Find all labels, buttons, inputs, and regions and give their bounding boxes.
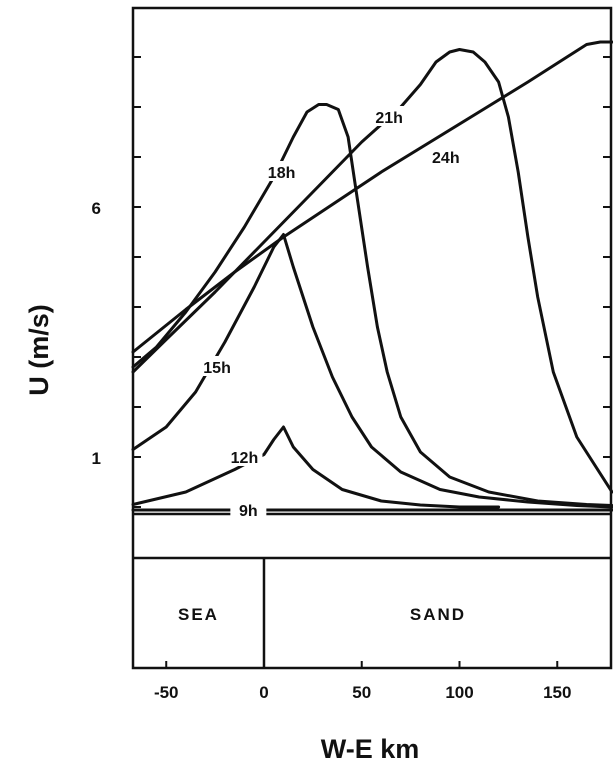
y-tick-label: 1 xyxy=(92,449,101,468)
curve-label-group-15h: 15h xyxy=(199,356,236,377)
curve-label-bg xyxy=(371,106,408,126)
curve-24h xyxy=(131,40,613,354)
curve-label-bg xyxy=(427,146,464,166)
curve-label-18h: 18h xyxy=(268,165,296,182)
x-axis-title: W-E km xyxy=(321,734,419,764)
curve-label-9h: 9h xyxy=(239,503,258,520)
surface-regions: SEA SAND xyxy=(178,605,466,624)
curve-label-21h: 21h xyxy=(375,110,403,127)
curve-label-15h: 15h xyxy=(203,360,231,377)
x-tick-label: 100 xyxy=(445,683,473,702)
curve-label-bg xyxy=(230,499,267,519)
y-tick-label: 6 xyxy=(92,199,101,218)
curve-lines xyxy=(131,40,613,512)
curve-label-bg xyxy=(263,161,300,181)
plot-frame xyxy=(131,6,613,670)
curve-label-bg xyxy=(226,446,263,466)
x-tick-label: 150 xyxy=(543,683,571,702)
curve-21h xyxy=(131,48,613,494)
curve-label-group-21h: 21h xyxy=(371,106,408,127)
curve-label-group-9h: 9h xyxy=(230,499,267,520)
region-label-sand: SAND xyxy=(410,605,466,624)
curve-label-24h: 24h xyxy=(432,150,460,167)
plot-border xyxy=(131,6,613,670)
x-tick-label: -50 xyxy=(154,683,179,702)
region-label-sea: SEA xyxy=(178,605,219,624)
curve-labels: 9h 12h 15h 18h 21h 24h xyxy=(199,106,464,520)
curve-18h xyxy=(131,103,613,507)
curve-label-group-12h: 12h xyxy=(226,446,263,467)
y-axis-title: U (m/s) xyxy=(24,304,54,396)
x-tick-label: 0 xyxy=(259,683,268,702)
axis-ticks: 1 6 -50 0 50 100 150 xyxy=(92,56,611,702)
curve-label-bg xyxy=(199,356,236,376)
curve-12h xyxy=(131,425,501,509)
x-tick-label: 50 xyxy=(352,683,371,702)
curve-label-group-24h: 24h xyxy=(427,146,464,167)
curve-label-12h: 12h xyxy=(231,450,259,467)
curve-label-group-18h: 18h xyxy=(263,161,300,182)
curve-15h xyxy=(131,233,613,509)
